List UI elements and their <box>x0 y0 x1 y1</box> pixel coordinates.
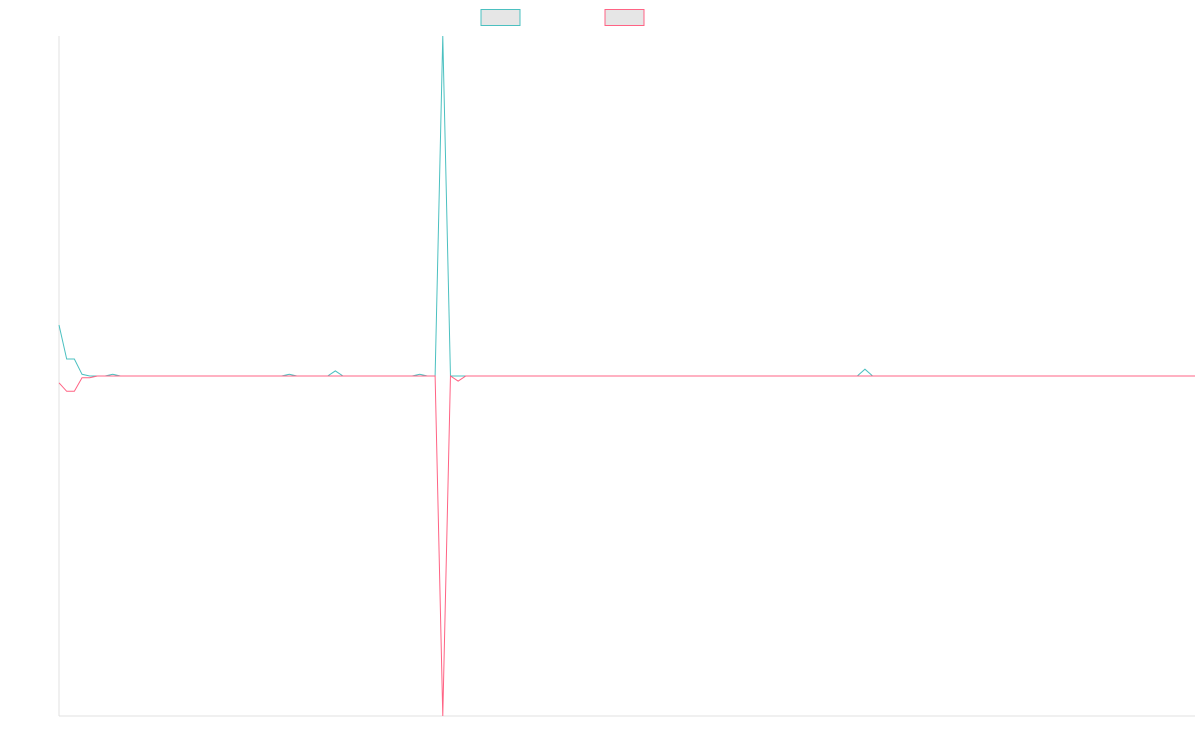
legend-swatch-1[interactable] <box>480 9 521 26</box>
series-line-1 <box>58 35 1195 377</box>
legend <box>480 9 645 26</box>
plot-area <box>58 35 1195 717</box>
legend-swatch-2[interactable] <box>604 9 645 26</box>
axes <box>58 36 1195 717</box>
series-line-2 <box>58 375 1195 717</box>
